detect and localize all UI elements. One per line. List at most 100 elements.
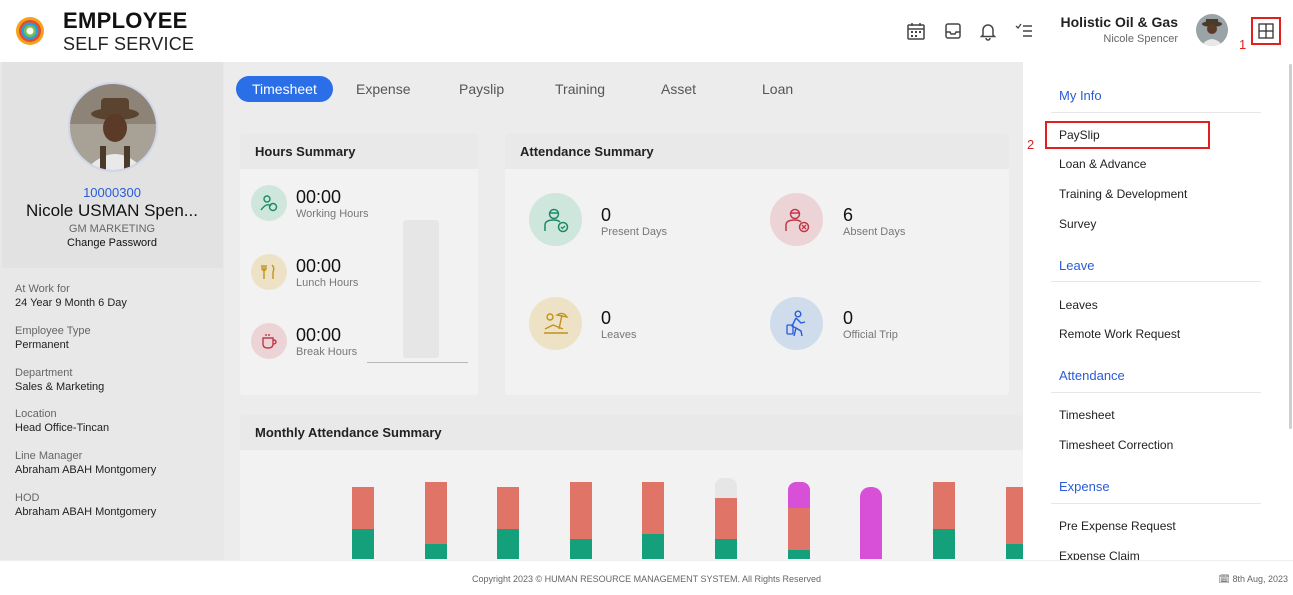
- lunch-hours-icon: [251, 254, 287, 290]
- absent-days-label: Absent Days: [843, 226, 906, 238]
- bell-icon[interactable]: [978, 21, 998, 41]
- top-header: EMPLOYEE SELF SERVICE Holistic Oil & Gas…: [0, 0, 1293, 62]
- menu-section-leave[interactable]: Leave: [1059, 258, 1095, 273]
- info-line-manager: Line Manager Abraham ABAH Montgomery: [15, 450, 156, 476]
- footer-date-text: 8th Aug, 2023: [1232, 574, 1288, 584]
- chart-bar-present: [425, 544, 447, 559]
- apps-menu-panel: My Info PaySlip Loan & Advance Training …: [1023, 62, 1293, 560]
- break-hours-icon: [251, 323, 287, 359]
- info-hod: HOD Abraham ABAH Montgomery: [15, 492, 156, 518]
- info-value: Sales & Marketing: [15, 381, 105, 393]
- tab-asset[interactable]: Asset: [661, 81, 697, 97]
- menu-divider: [1051, 112, 1261, 113]
- change-password-link[interactable]: Change Password: [67, 237, 157, 249]
- copyright-text: Copyright 2023 © HUMAN RESOURCE MANAGEME…: [471, 574, 822, 584]
- menu-item-timesheet-correction[interactable]: Timesheet Correction: [1059, 438, 1174, 452]
- chart-bar-present: [642, 534, 664, 559]
- company-name: Holistic Oil & Gas: [1060, 14, 1178, 30]
- leaves-label: Leaves: [601, 329, 637, 341]
- brand-title: EMPLOYEE: [63, 8, 188, 33]
- chart-bar-empty: [715, 478, 737, 498]
- hours-summary-card: Hours Summary 00:00 Working Hours 00:00 …: [240, 134, 478, 395]
- profile-photo-icon: [70, 84, 156, 170]
- tab-loan[interactable]: Loan: [762, 81, 794, 97]
- leaves-value: 0: [601, 308, 612, 328]
- info-value: Head Office-Tincan: [15, 422, 110, 434]
- menu-item-payslip[interactable]: PaySlip: [1059, 128, 1100, 142]
- menu-section-attendance[interactable]: Attendance: [1059, 368, 1125, 383]
- lunch-hours-label: Lunch Hours: [296, 277, 359, 289]
- chart-bar-absent: [425, 482, 447, 544]
- inbox-icon[interactable]: [943, 21, 963, 41]
- chart-bar-present: [1006, 544, 1023, 559]
- employee-id: 10000300: [83, 185, 141, 200]
- present-days-icon: [529, 193, 582, 246]
- chart-bar-leave: [788, 482, 810, 508]
- hours-gauge-track: [403, 220, 439, 358]
- info-at-work: At Work for 24 Year 9 Month 6 Day: [15, 283, 127, 309]
- info-label: At Work for: [15, 283, 70, 295]
- info-label: Line Manager: [15, 450, 83, 462]
- lunch-hours-value: 00:00: [296, 256, 342, 276]
- monthly-attendance-card: Monthly Attendance Summary: [240, 415, 1023, 560]
- tab-timesheet[interactable]: Timesheet: [236, 76, 333, 102]
- present-days-value: 0: [601, 205, 612, 225]
- menu-section-expense[interactable]: Expense: [1059, 479, 1110, 494]
- menu-item-training-development[interactable]: Training & Development: [1059, 187, 1188, 201]
- monthly-attendance-title: Monthly Attendance Summary: [240, 415, 1023, 450]
- monthly-chart-area: [240, 450, 1023, 560]
- employee-name: Nicole USMAN Spen...: [26, 201, 198, 220]
- menu-item-survey[interactable]: Survey: [1059, 217, 1097, 231]
- menu-divider: [1051, 392, 1261, 393]
- footer-date: 🗓 8th Aug, 2023: [1219, 574, 1289, 585]
- info-label: Location: [15, 408, 57, 420]
- menu-item-timesheet[interactable]: Timesheet: [1059, 408, 1115, 422]
- menu-item-remote-work-request[interactable]: Remote Work Request: [1059, 327, 1181, 341]
- info-department: Department Sales & Marketing: [15, 367, 104, 393]
- chart-bar-present: [497, 529, 519, 559]
- annotation-1: 1: [1239, 37, 1247, 52]
- page-footer: Copyright 2023 © HUMAN RESOURCE MANAGEME…: [0, 560, 1293, 595]
- working-hours-label: Working Hours: [296, 208, 369, 220]
- calendar-icon[interactable]: [906, 21, 926, 41]
- break-hours-label: Break Hours: [296, 346, 358, 358]
- attendance-summary-card: Attendance Summary 0 Present Days 6 Abse…: [505, 134, 1009, 395]
- hours-summary-title: Hours Summary: [240, 134, 478, 169]
- info-label: Employee Type: [15, 325, 91, 337]
- chart-bar-absent: [352, 487, 374, 529]
- menu-item-loan-advance[interactable]: Loan & Advance: [1059, 157, 1147, 171]
- checklist-icon[interactable]: [1014, 21, 1034, 41]
- user-avatar[interactable]: [1196, 14, 1228, 46]
- chart-bar-absent: [497, 487, 519, 529]
- menu-scrollbar[interactable]: [1289, 64, 1292, 429]
- info-label: HOD: [15, 492, 40, 504]
- present-days-label: Present Days: [601, 226, 668, 238]
- menu-item-expense-claim[interactable]: Expense Claim: [1059, 549, 1140, 560]
- tab-expense[interactable]: Expense: [356, 81, 411, 97]
- info-value: Abraham ABAH Montgomery: [15, 464, 157, 476]
- info-value: Abraham ABAH Montgomery: [15, 506, 157, 518]
- apps-grid-button[interactable]: [1251, 17, 1281, 45]
- header-user-name: Nicole Spencer: [1103, 33, 1178, 45]
- tab-training[interactable]: Training: [555, 81, 606, 97]
- working-hours-value: 00:00: [296, 187, 342, 207]
- menu-divider: [1051, 281, 1261, 282]
- official-trip-label: Official Trip: [843, 329, 898, 341]
- info-value: 24 Year 9 Month 6 Day: [15, 297, 127, 309]
- employee-role: GM MARKETING: [68, 223, 156, 235]
- hours-gauge-baseline: [367, 362, 468, 363]
- working-hours-icon: [251, 185, 287, 221]
- break-hours-value: 00:00: [296, 325, 342, 345]
- menu-item-pre-expense-request[interactable]: Pre Expense Request: [1059, 519, 1176, 533]
- menu-section-my-info[interactable]: My Info: [1059, 88, 1102, 103]
- chart-bar-present: [788, 550, 810, 559]
- menu-item-leaves[interactable]: Leaves: [1059, 298, 1098, 312]
- profile-photo: [68, 82, 158, 172]
- absent-days-value: 6: [843, 205, 854, 225]
- chart-bar-absent: [1006, 487, 1023, 544]
- avatar-photo-icon: [1196, 14, 1228, 46]
- profile-panel: 10000300 Nicole USMAN Spen... GM MARKETI…: [0, 62, 224, 560]
- calendar-small-icon: 🗓: [1218, 574, 1233, 584]
- info-label: Department: [15, 367, 73, 379]
- tab-payslip[interactable]: Payslip: [459, 81, 505, 97]
